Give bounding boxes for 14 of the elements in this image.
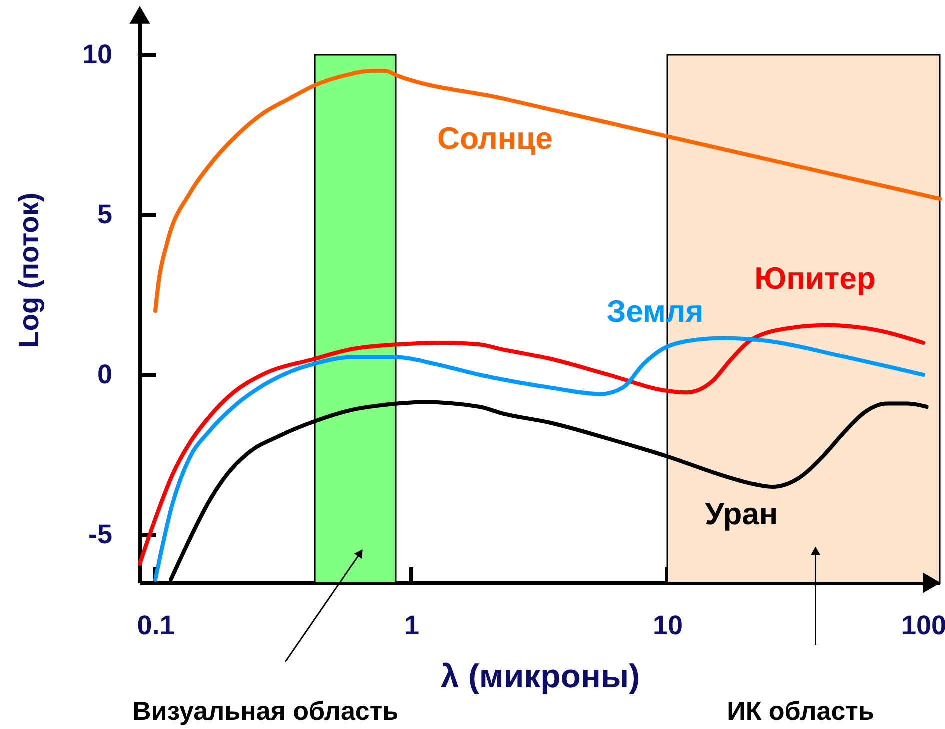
x-tick-label: 10 [652,610,684,640]
x-tick-label: 1 [404,610,420,640]
y-tick-label: 5 [97,200,112,230]
text: ИК область [727,696,874,726]
x-tick-label: 0.1 [137,610,175,640]
y-axis-title: Log (поток) [14,192,44,348]
y-tick-label: -5 [88,520,112,550]
series-label: Солнце [438,121,553,156]
y-tick-label: 10 [82,40,112,70]
text: Визуальная область [132,696,399,726]
series-label: Юпитер [754,260,876,296]
y-tick-label: 0 [97,360,112,390]
series-label: Уран [705,496,778,532]
x-axis-title: λ (микроны) [440,658,640,694]
